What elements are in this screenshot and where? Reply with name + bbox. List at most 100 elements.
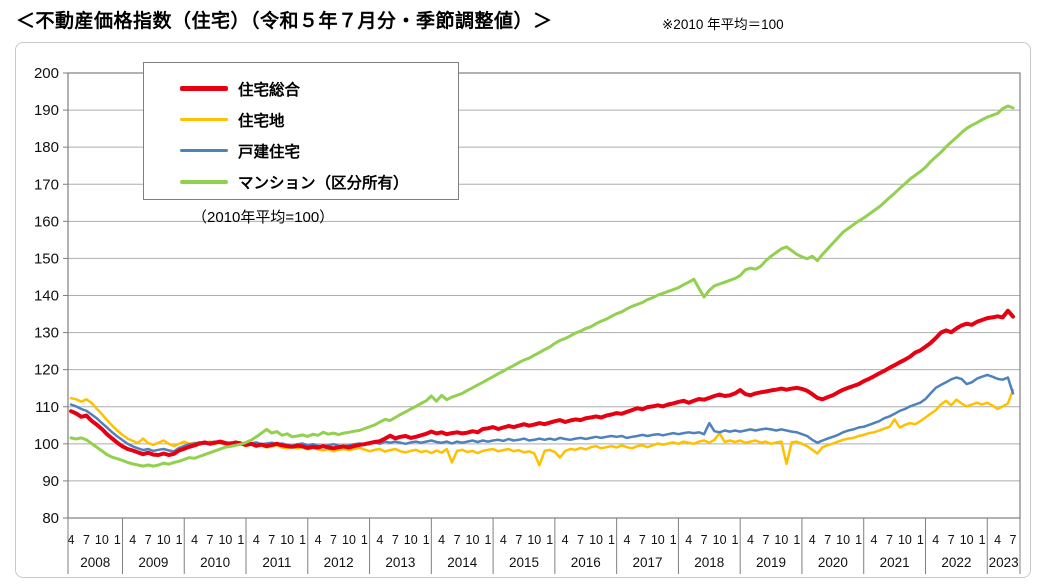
- y-tick-label: 130: [34, 325, 59, 342]
- x-month-label: 4: [253, 533, 260, 547]
- x-month-label: 1: [299, 533, 306, 547]
- x-month-label: 4: [68, 533, 75, 547]
- series-line-3: [69, 104, 1015, 468]
- legend-item: 戸建住宅: [180, 135, 458, 166]
- y-tick-label: 80: [42, 510, 59, 527]
- x-month-label: 1: [484, 533, 491, 547]
- x-year-label: 2011: [262, 555, 291, 570]
- x-year-label: 2017: [633, 555, 663, 570]
- x-year-label: 2016: [571, 555, 601, 570]
- x-month-label: 1: [361, 533, 368, 547]
- x-year-label: 2019: [756, 555, 786, 570]
- x-month-label: 7: [268, 533, 275, 547]
- series-line-2: [69, 373, 1015, 453]
- y-tick-label: 100: [34, 436, 59, 453]
- x-month-label: 10: [713, 533, 727, 547]
- legend-swatch-3: [180, 179, 228, 184]
- series-line-1: [69, 388, 1015, 467]
- x-month-label: 1: [423, 533, 430, 547]
- x-month-label: 10: [589, 533, 603, 547]
- x-year-label: 2010: [200, 555, 230, 570]
- x-year-label: 2009: [138, 555, 168, 570]
- y-tick-label: 180: [34, 139, 59, 156]
- legend-item: マンション（区分所有）: [180, 166, 458, 197]
- x-month-label: 4: [500, 533, 507, 547]
- x-month-label: 1: [237, 533, 244, 547]
- x-month-label: 7: [762, 533, 769, 547]
- legend-label-3: マンション（区分所有）: [238, 174, 409, 192]
- series-line-0: [69, 308, 1015, 457]
- x-month-label: 10: [342, 533, 356, 547]
- x-year-label: 2013: [385, 555, 415, 570]
- x-month-label: 4: [129, 533, 136, 547]
- legend-item: 住宅地: [180, 104, 458, 135]
- x-month-label: 1: [979, 533, 986, 547]
- x-month-label: 7: [886, 533, 893, 547]
- x-month-label: 7: [207, 533, 214, 547]
- y-tick-label: 90: [42, 473, 59, 490]
- x-month-label: 4: [376, 533, 383, 547]
- legend-label-2: 戸建住宅: [238, 143, 301, 161]
- base-year-note: ※2010 年平均＝100: [662, 17, 784, 32]
- x-month-label: 4: [932, 533, 939, 547]
- legend-label-0: 住宅総合: [238, 81, 301, 99]
- legend-swatch-1: [180, 117, 228, 122]
- x-month-label: 1: [793, 533, 800, 547]
- x-month-label: 10: [960, 533, 974, 547]
- x-month-label: 4: [809, 533, 816, 547]
- x-month-label: 1: [670, 533, 677, 547]
- x-month-label: 7: [824, 533, 831, 547]
- x-year-label: 2018: [694, 555, 724, 570]
- y-tick-label: 200: [34, 65, 59, 82]
- x-month-label: 10: [218, 533, 232, 547]
- x-month-label: 10: [527, 533, 541, 547]
- x-month-label: 1: [114, 533, 121, 547]
- legend-swatch-0: [180, 86, 228, 91]
- x-month-label: 10: [157, 533, 171, 547]
- y-tick-label: 110: [35, 399, 59, 416]
- legend-item: 住宅総合: [180, 73, 458, 104]
- x-year-label: 2021: [880, 555, 910, 570]
- x-year-label: 2008: [80, 555, 110, 570]
- x-month-label: 1: [176, 533, 183, 547]
- x-month-label: 1: [546, 533, 553, 547]
- x-month-label: 7: [145, 533, 152, 547]
- legend-label-1: 住宅地: [238, 112, 285, 130]
- chart-legend: 住宅総合住宅地戸建住宅マンション（区分所有）: [143, 62, 459, 200]
- x-year-label: 2023: [989, 555, 1019, 570]
- x-month-label: 10: [898, 533, 912, 547]
- legend-swatch-2: [180, 148, 228, 153]
- y-tick-label: 190: [34, 102, 59, 119]
- x-month-label: 7: [330, 533, 337, 547]
- x-month-label: 4: [685, 533, 692, 547]
- x-month-label: 7: [83, 533, 90, 547]
- x-month-label: 10: [836, 533, 850, 547]
- x-month-label: 7: [577, 533, 584, 547]
- x-month-label: 4: [191, 533, 198, 547]
- x-month-label: 7: [639, 533, 646, 547]
- plot-border: [67, 72, 1021, 519]
- x-month-label: 10: [774, 533, 788, 547]
- x-month-label: 10: [95, 533, 109, 547]
- x-month-label: 7: [1010, 533, 1017, 547]
- x-month-label: 1: [855, 533, 862, 547]
- y-tick-label: 150: [34, 250, 59, 267]
- x-year-label: 2015: [509, 555, 539, 570]
- x-year-label: 2012: [324, 555, 354, 570]
- x-month-label: 7: [454, 533, 461, 547]
- x-month-label: 10: [280, 533, 294, 547]
- chart-frame: 80 90 100 110 120 130 140 150 160 170 180 190 200 4 7 1…: [15, 42, 1031, 578]
- x-month-label: 10: [404, 533, 418, 547]
- x-month-label: 4: [438, 533, 445, 547]
- x-month-label: 4: [747, 533, 754, 547]
- x-month-label: 1: [608, 533, 615, 547]
- x-month-label: 4: [315, 533, 322, 547]
- x-year-label: 2014: [447, 555, 478, 570]
- x-month-label: 4: [871, 533, 878, 547]
- x-month-label: 1: [917, 533, 924, 547]
- x-year-label: 2022: [941, 555, 971, 570]
- x-month-label: 4: [994, 533, 1001, 547]
- page-title: ＜不動産価格指数（住宅）（令和５年７月分・季節調整値）＞: [16, 11, 553, 32]
